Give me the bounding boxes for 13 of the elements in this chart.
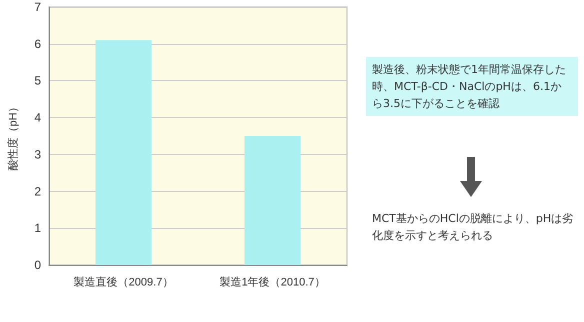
x-tick-label: 製造直後（2009.7）: [74, 276, 174, 288]
y-tick-label: 2: [34, 184, 42, 198]
y-tick-label: 3: [34, 147, 42, 162]
text: 製造後、粉末状態で1年間常温保存した時、MCT-β-CD・NaClのpHは、6.1から3.5に下がることを確認: [366, 57, 578, 116]
y-tick-label: 6: [34, 36, 42, 51]
y-tick-label: 5: [34, 74, 42, 88]
x-tick-label: 製造1年後（2010.7）: [220, 276, 326, 288]
y-tick-label: 1: [34, 221, 42, 236]
y-tick-label: 7: [34, 0, 42, 14]
y-tick-label: 4: [34, 110, 42, 125]
y-axis-title: 酸性度（pH）: [6, 101, 20, 171]
y-tick-label: 0: [34, 258, 42, 272]
text: MCT基からのHClの脱離により、pHは劣化度を示すと考えられる: [372, 211, 574, 244]
